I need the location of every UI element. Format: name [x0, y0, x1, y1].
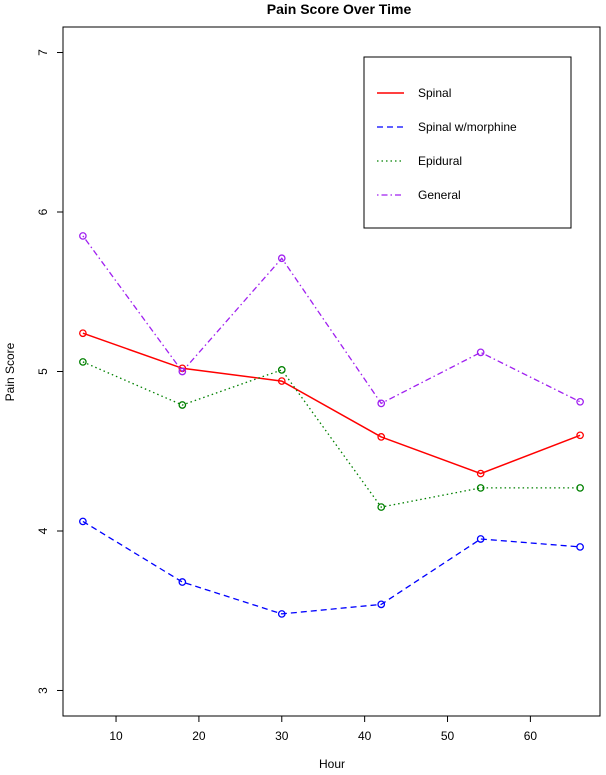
data-point-epidural	[79, 358, 87, 366]
data-point-spinal-w-morphine	[277, 610, 286, 618]
legend-label-spinal-w-morphine: Spinal w/morphine	[418, 120, 517, 134]
x-tick-label: 20	[192, 729, 206, 743]
series-line-spinal-w-morphine	[82, 520, 581, 615]
data-point-spinal-w-morphine	[377, 600, 386, 609]
x-tick-label: 40	[358, 729, 372, 743]
legend-box	[363, 56, 572, 229]
series-line-spinal	[82, 332, 581, 475]
x-tick-label: 50	[441, 729, 455, 743]
y-tick-label: 7	[36, 49, 50, 56]
legend-label-epidural: Epidural	[418, 154, 462, 168]
x-axis: 10 20 30 40 50 60	[109, 716, 537, 743]
y-axis-label: Pain Score	[3, 342, 17, 401]
data-point-spinal-w-morphine	[476, 535, 485, 543]
y-tick-label: 3	[36, 687, 50, 694]
series-line-general	[82, 235, 581, 405]
legend: Spinal Spinal w/morphine Epidural General	[363, 56, 572, 229]
x-tick-label: 30	[275, 729, 289, 743]
legend-label-spinal: Spinal	[418, 86, 451, 100]
data-point-epidural	[377, 503, 386, 511]
series-layer	[79, 232, 584, 618]
x-tick-label: 10	[109, 729, 123, 743]
y-axis: 3 4 5 6 7	[36, 49, 63, 694]
data-point-spinal-w-morphine	[178, 578, 187, 586]
data-point-spinal-w-morphine	[576, 543, 584, 551]
data-point-spinal-w-morphine	[79, 517, 87, 526]
data-point-epidural	[277, 366, 286, 374]
data-point-spinal	[576, 431, 584, 440]
data-point-general	[576, 397, 584, 406]
data-point-epidural	[576, 484, 584, 492]
legend-label-general: General	[418, 188, 461, 202]
data-point-general	[178, 367, 187, 376]
chart-title: Pain Score Over Time	[267, 1, 412, 17]
series-line-epidural	[82, 361, 581, 508]
data-point-general	[377, 399, 386, 408]
data-point-epidural	[178, 401, 187, 409]
data-point-general	[277, 254, 286, 263]
y-tick-label: 5	[36, 368, 50, 375]
data-point-epidural	[476, 484, 485, 492]
x-tick-label: 60	[524, 729, 538, 743]
y-tick-label: 6	[36, 208, 50, 215]
data-point-general	[476, 348, 485, 357]
data-point-spinal	[79, 329, 87, 338]
data-point-spinal	[476, 469, 485, 478]
data-point-spinal	[277, 377, 286, 385]
x-axis-label: Hour	[319, 757, 345, 771]
y-tick-label: 4	[36, 527, 50, 534]
data-point-general	[79, 232, 87, 240]
data-point-spinal	[377, 433, 386, 441]
